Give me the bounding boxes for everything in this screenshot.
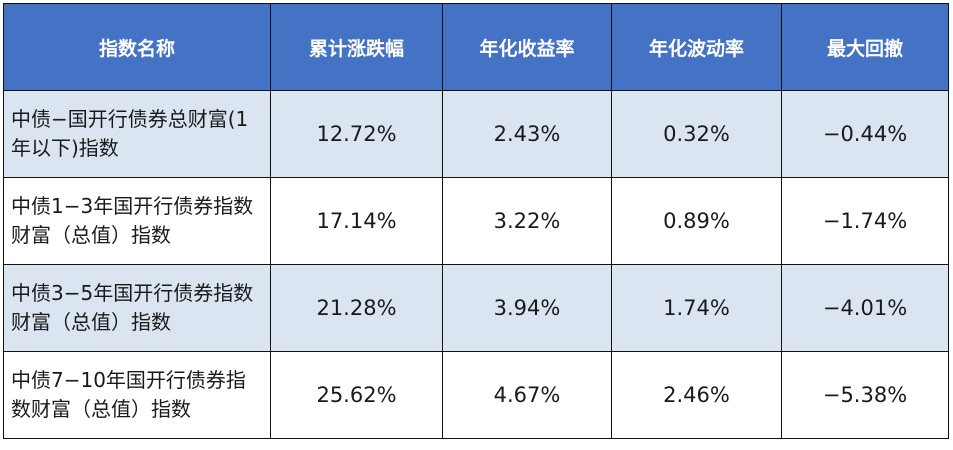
max-drawdown-cell: −5.38% bbox=[781, 351, 949, 439]
cumulative-change-cell: 17.14% bbox=[270, 177, 443, 265]
max-drawdown-cell: −4.01% bbox=[781, 264, 949, 352]
table-row: 中债−国开行债券总财富(1年以下)指数 12.72% 2.43% 0.32% −… bbox=[3, 90, 949, 178]
annualized-return-cell: 3.22% bbox=[442, 177, 612, 265]
table-body: 中债−国开行债券总财富(1年以下)指数 12.72% 2.43% 0.32% −… bbox=[3, 90, 949, 439]
header-row: 指数名称 累计涨跌幅 年化收益率 年化波动率 最大回撤 bbox=[3, 3, 949, 91]
annualized-volatility-cell: 0.32% bbox=[611, 90, 782, 178]
max-drawdown-cell: −1.74% bbox=[781, 177, 949, 265]
index-name-cell: 中债1−3年国开行债券指数财富（总值）指数 bbox=[3, 177, 271, 265]
index-name-cell: 中债−国开行债券总财富(1年以下)指数 bbox=[3, 90, 271, 178]
annualized-return-cell: 4.67% bbox=[442, 351, 612, 439]
max-drawdown-cell: −0.44% bbox=[781, 90, 949, 178]
table-row: 中债3−5年国开行债券指数财富（总值）指数 21.28% 3.94% 1.74%… bbox=[3, 264, 949, 352]
annualized-volatility-cell: 1.74% bbox=[611, 264, 782, 352]
cumulative-change-cell: 12.72% bbox=[270, 90, 443, 178]
cumulative-change-cell: 25.62% bbox=[270, 351, 443, 439]
annualized-volatility-cell: 2.46% bbox=[611, 351, 782, 439]
header-annualized-volatility: 年化波动率 bbox=[611, 3, 782, 91]
header-annualized-return: 年化收益率 bbox=[442, 3, 612, 91]
table-row: 中债1−3年国开行债券指数财富（总值）指数 17.14% 3.22% 0.89%… bbox=[3, 177, 949, 265]
index-performance-table: 指数名称 累计涨跌幅 年化收益率 年化波动率 最大回撤 中债−国开行债券总财富(… bbox=[3, 3, 949, 439]
table-row: 中债7−10年国开行债券指数财富（总值）指数 25.62% 4.67% 2.46… bbox=[3, 351, 949, 439]
header-max-drawdown: 最大回撤 bbox=[781, 3, 949, 91]
table-header: 指数名称 累计涨跌幅 年化收益率 年化波动率 最大回撤 bbox=[3, 3, 949, 91]
annualized-return-cell: 3.94% bbox=[442, 264, 612, 352]
index-name-cell: 中债7−10年国开行债券指数财富（总值）指数 bbox=[3, 351, 271, 439]
cumulative-change-cell: 21.28% bbox=[270, 264, 443, 352]
annualized-volatility-cell: 0.89% bbox=[611, 177, 782, 265]
header-index-name: 指数名称 bbox=[3, 3, 271, 91]
index-performance-table-wrapper: 指数名称 累计涨跌幅 年化收益率 年化波动率 最大回撤 中债−国开行债券总财富(… bbox=[3, 3, 949, 439]
annualized-return-cell: 2.43% bbox=[442, 90, 612, 178]
header-cumulative-change: 累计涨跌幅 bbox=[270, 3, 443, 91]
index-name-cell: 中债3−5年国开行债券指数财富（总值）指数 bbox=[3, 264, 271, 352]
